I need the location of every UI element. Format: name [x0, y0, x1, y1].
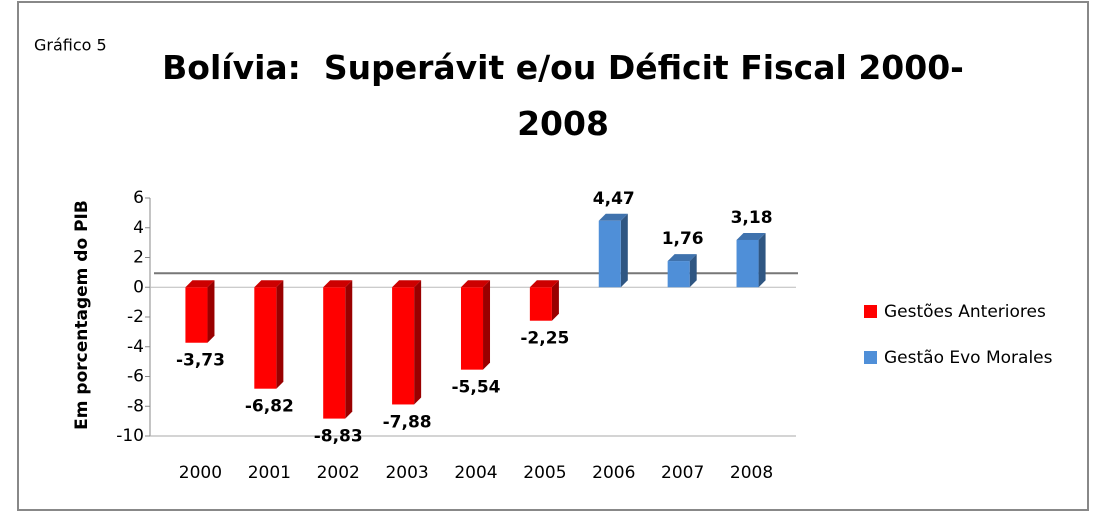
value-label: -5,54 — [452, 378, 501, 398]
x-tick-label: 2003 — [385, 463, 428, 483]
bar — [323, 287, 346, 419]
y-tick-label: -4 — [127, 337, 144, 357]
y-tick-label: 4 — [133, 218, 144, 238]
bar-side — [483, 280, 491, 370]
bar — [598, 220, 621, 288]
bar-side — [345, 280, 353, 419]
bar — [185, 287, 208, 343]
value-label: -8,83 — [314, 427, 363, 447]
bar — [392, 287, 415, 405]
bar-top — [254, 280, 284, 288]
bar-top — [529, 280, 559, 288]
y-tick-label: -10 — [116, 426, 144, 446]
bar — [460, 287, 484, 370]
bar-side — [276, 280, 284, 389]
y-tick-label: -6 — [127, 367, 144, 387]
bar-side — [414, 280, 422, 405]
annotation: Gráfico 5 — [34, 36, 107, 55]
x-tick-label: 2007 — [661, 463, 704, 483]
x-tick-label: 2006 — [592, 463, 635, 483]
bar — [254, 287, 277, 389]
bar-side — [551, 280, 559, 321]
bar-top — [667, 254, 697, 262]
bar-top — [185, 280, 215, 288]
value-label: 3,18 — [731, 208, 773, 228]
bar-top — [460, 280, 491, 288]
value-label: -3,73 — [176, 351, 225, 371]
y-tick-label: 6 — [133, 188, 144, 208]
bar — [736, 239, 759, 288]
bar — [667, 261, 690, 288]
bar-side — [620, 213, 628, 288]
legend-label: Gestão Evo Morales — [884, 348, 1053, 368]
x-tick-label: 2002 — [317, 463, 360, 483]
value-label: -6,82 — [245, 397, 294, 417]
y-tick-label: 2 — [133, 248, 144, 268]
bar-top — [323, 280, 353, 288]
value-label: -2,25 — [520, 329, 569, 349]
y-tick-label: -2 — [127, 307, 144, 327]
bar — [529, 287, 552, 321]
x-tick-label: 2001 — [248, 463, 291, 483]
bar-top — [598, 213, 628, 221]
value-label: 1,76 — [662, 229, 704, 249]
y-tick-label: -8 — [127, 396, 144, 416]
x-tick-label: 2000 — [179, 463, 222, 483]
bar-side — [758, 232, 766, 288]
bar-side — [207, 280, 215, 343]
bar-top — [736, 232, 766, 240]
bar-side — [689, 254, 697, 288]
value-label: -7,88 — [383, 412, 432, 432]
legend-swatch — [864, 351, 877, 364]
y-tick-label: 0 — [133, 277, 144, 297]
y-axis-label: Em porcentagem do PIB — [72, 200, 92, 430]
chart-border — [17, 1, 1089, 511]
x-tick-label: 2005 — [523, 463, 566, 483]
bar-top — [392, 280, 422, 288]
chart-title: Bolívia: Superávit e/ou Déficit Fiscal 2… — [162, 48, 964, 143]
x-tick-label: 2004 — [454, 463, 497, 483]
legend-label: Gestões Anteriores — [884, 302, 1046, 322]
x-tick-label: 2008 — [730, 463, 773, 483]
value-label: 4,47 — [593, 189, 635, 209]
legend-swatch — [864, 305, 877, 318]
